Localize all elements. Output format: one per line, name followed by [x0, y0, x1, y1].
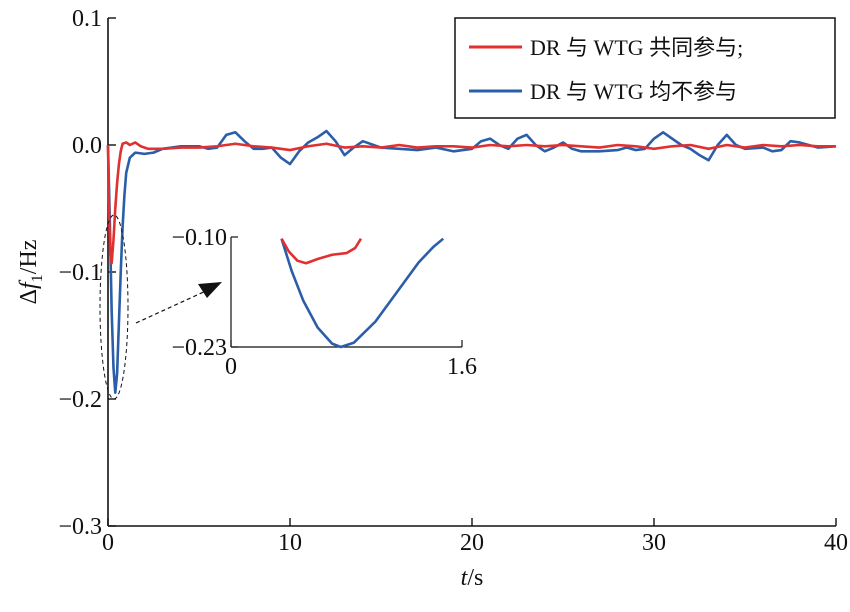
zoom-arrow-head: [198, 282, 222, 298]
x-tick-label: 0: [102, 530, 114, 556]
inset-series-line-dr-wtg-both: [280, 238, 363, 265]
x-tick-label: 40: [824, 530, 848, 556]
x-tick-label: 30: [642, 530, 666, 556]
y-tick-label: 0.1: [72, 6, 102, 32]
x-tick-label: 10: [278, 530, 302, 556]
main-series-group: [106, 129, 837, 394]
inset-x-tick-label: 0: [225, 354, 237, 380]
inset-series-line-dr-wtg-neither: [280, 237, 445, 349]
legend-label-dr-wtg-both: DR 与 WTG 共同参与;: [530, 35, 743, 60]
series-line-dr-wtg-both: [106, 141, 836, 265]
y-tick-label: −0.1: [58, 260, 102, 286]
y-tick-label: −0.2: [58, 387, 102, 413]
inset-y-tick-label: −0.23: [171, 335, 227, 361]
inset-y-tick-label: −0.10: [171, 225, 227, 251]
inset-x-tick-label: 1.6: [447, 354, 477, 380]
legend-box: [454, 17, 836, 119]
zoom-region-ellipse: [99, 214, 129, 400]
zoom-arrow-line: [135, 289, 209, 324]
main-axis-ticks: 0 10 20 30 40 0.1 0.0 −0.1 −0.2 −0.3: [58, 6, 848, 556]
y-axis-label: Δf1/Hz: [16, 240, 46, 305]
inset-axis-ticks: 0 1.6 −0.10 −0.23: [171, 225, 477, 380]
legend: DR 与 WTG 共同参与; DR 与 WTG 均不参与: [454, 17, 836, 119]
x-tick-label: 20: [460, 530, 484, 556]
inset-series-group: [280, 237, 445, 349]
series-line-dr-wtg-neither: [106, 129, 837, 394]
inset-chart: 0 1.6 −0.10 −0.23: [171, 225, 477, 380]
x-axis-label: t/s: [461, 565, 484, 591]
y-tick-label: −0.3: [58, 514, 102, 540]
legend-label-dr-wtg-neither: DR 与 WTG 均不参与: [530, 79, 737, 104]
y-tick-label: 0.0: [72, 133, 102, 159]
